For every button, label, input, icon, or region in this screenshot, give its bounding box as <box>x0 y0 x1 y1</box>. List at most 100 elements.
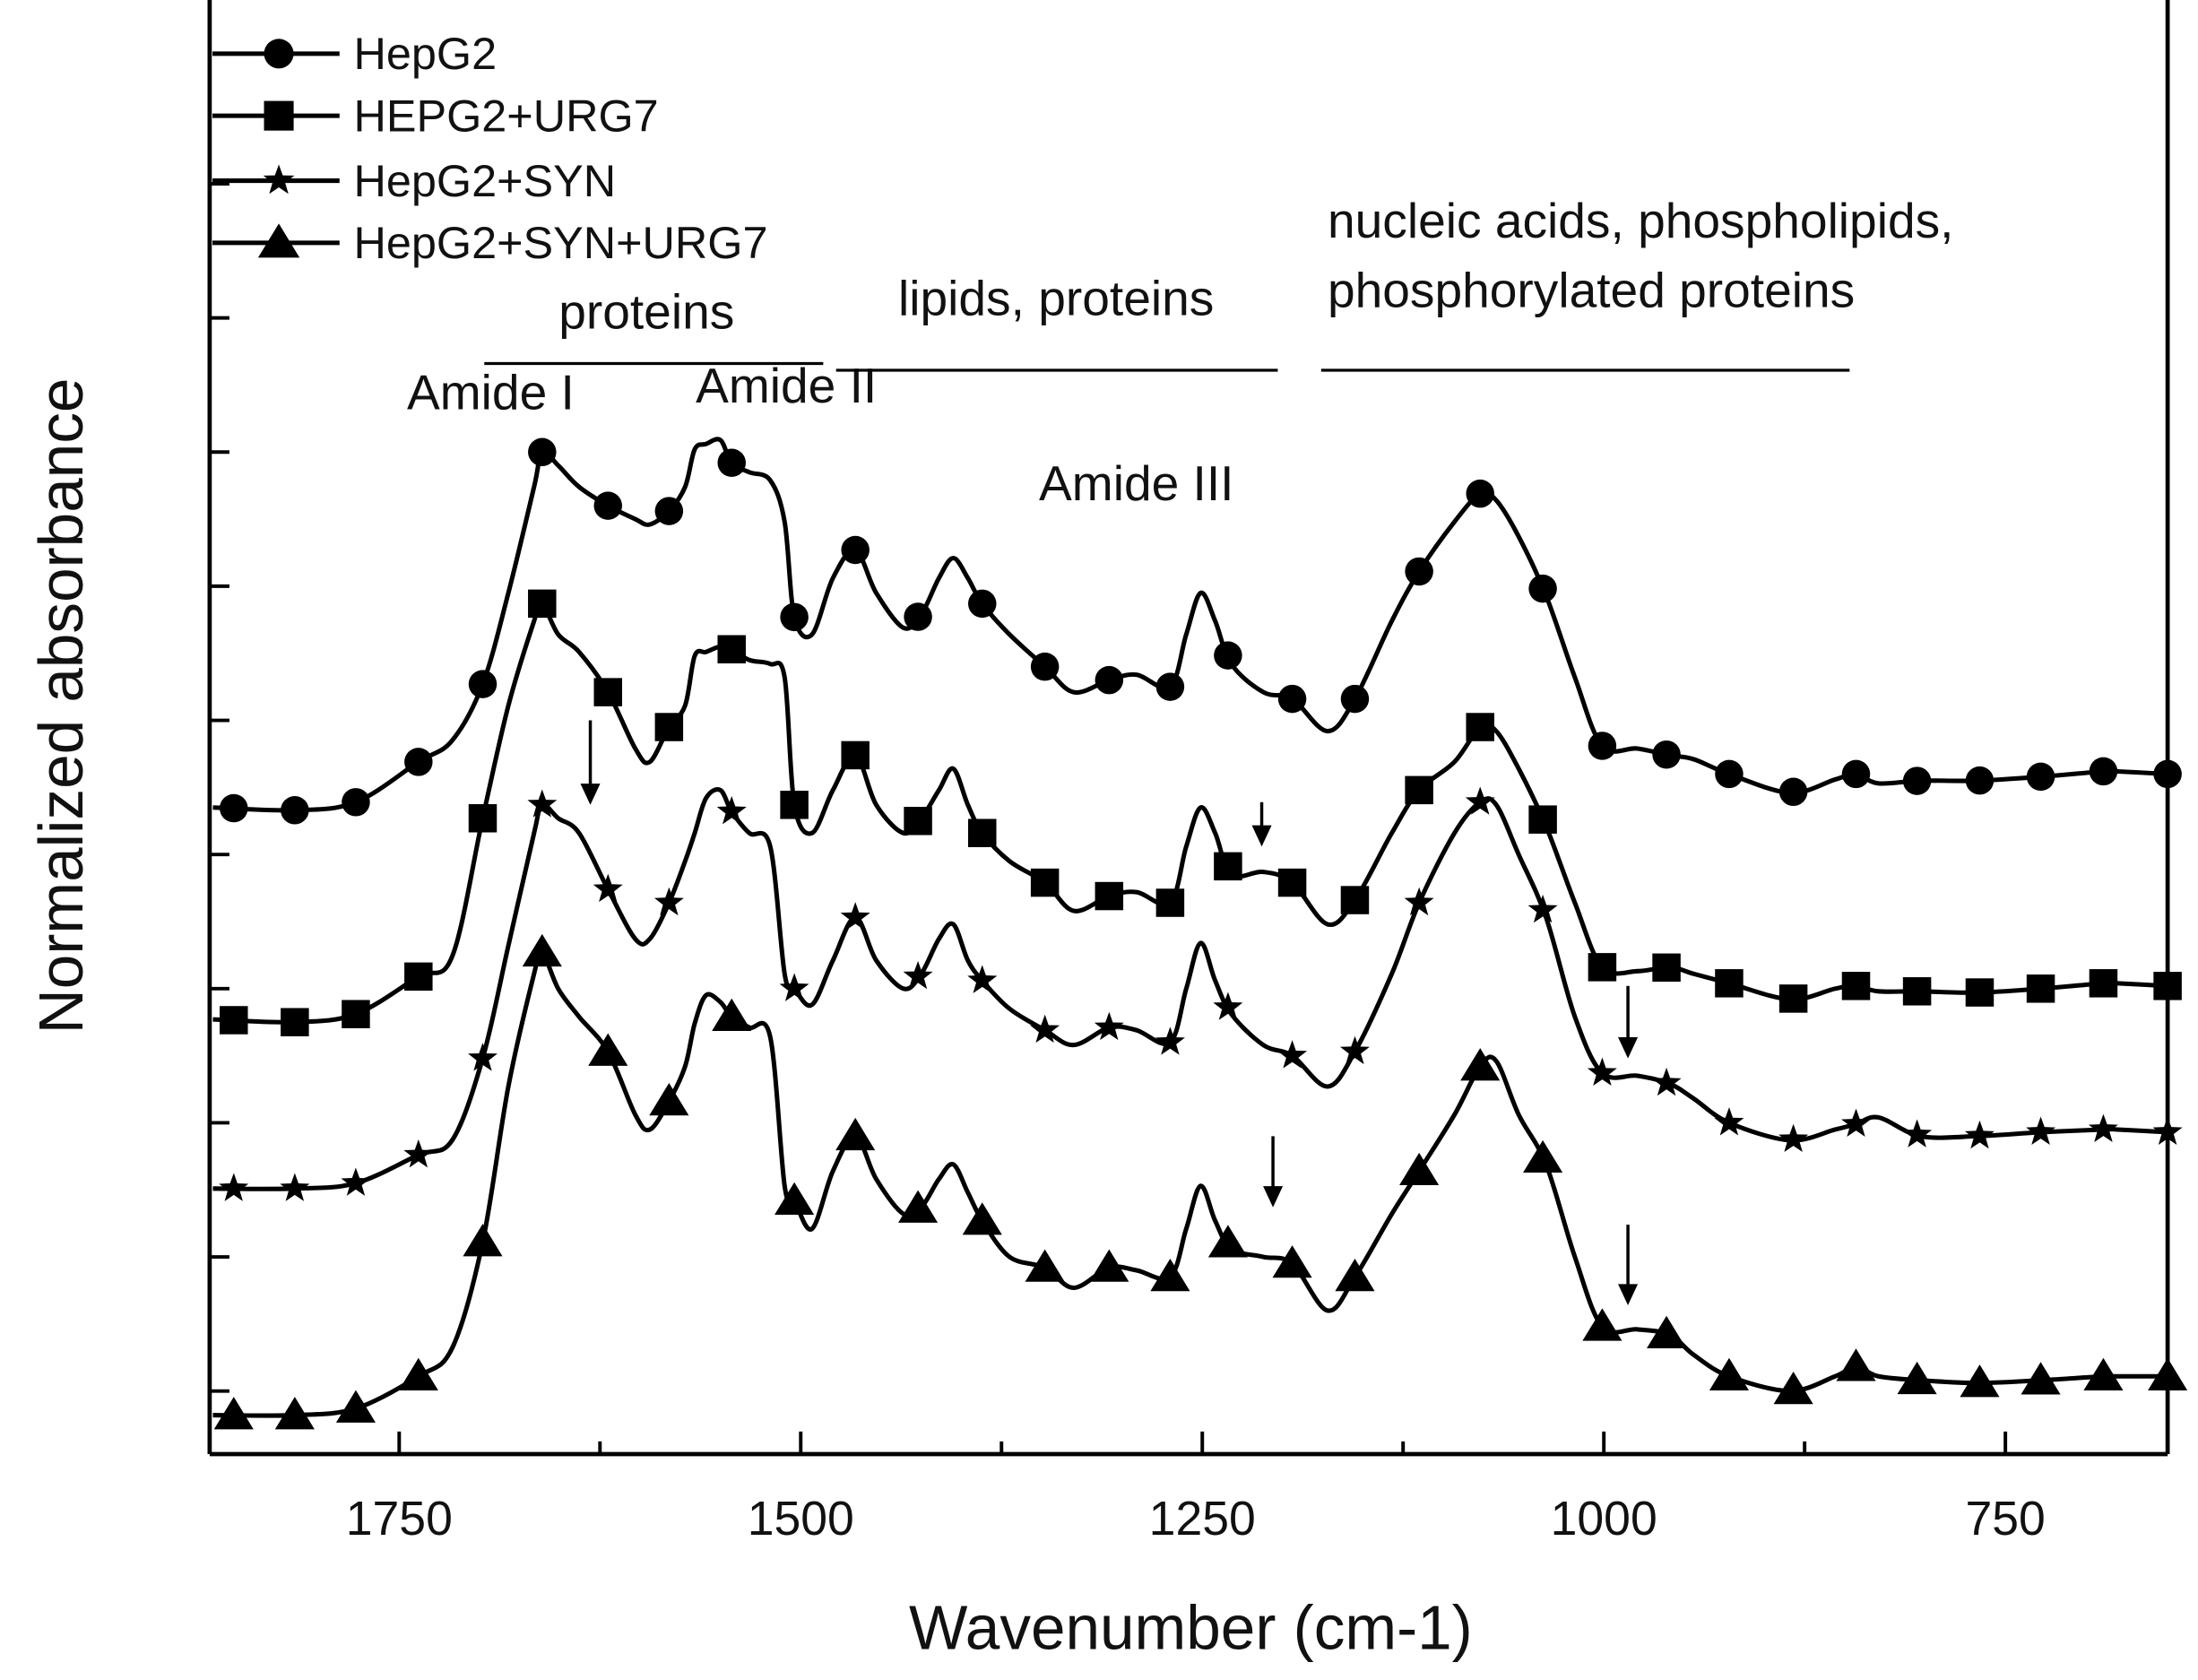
star-marker <box>1778 1123 1809 1153</box>
triangle-marker <box>1207 1225 1248 1258</box>
star-marker <box>341 1167 371 1196</box>
star-marker <box>527 789 558 818</box>
circle-marker <box>1902 766 1932 795</box>
triangle-marker <box>1647 1315 1687 1349</box>
arrow-down-icon <box>1618 1225 1639 1305</box>
square-marker <box>1030 868 1060 897</box>
triangle-marker <box>398 1357 438 1390</box>
triangle-marker <box>2083 1357 2124 1390</box>
star-marker <box>2026 1116 2056 1145</box>
square-marker <box>220 1006 248 1035</box>
circle-marker <box>1588 732 1617 760</box>
star-marker <box>1841 1108 1871 1138</box>
square-marker <box>1095 881 1124 911</box>
square-marker <box>780 791 809 819</box>
star-marker <box>1155 1026 1185 1055</box>
triangle-marker <box>1150 1259 1190 1292</box>
star-marker <box>716 796 747 825</box>
star-marker <box>468 1043 498 1071</box>
triangle-marker <box>962 1202 1002 1235</box>
square-marker <box>593 678 623 706</box>
series-hepg2-syn <box>212 786 2183 1201</box>
square-marker <box>1155 888 1185 917</box>
star-marker <box>653 887 684 916</box>
series-hepg2-urg7 <box>212 589 2182 1036</box>
triangle-marker <box>463 1224 503 1257</box>
triangle-marker <box>335 1390 376 1423</box>
circle-marker <box>717 448 746 477</box>
star-marker <box>593 873 623 903</box>
square-marker <box>2026 974 2055 1003</box>
square-marker <box>1340 886 1370 914</box>
square-marker <box>1841 972 1871 1000</box>
legend-item: HEPG2+URG7 <box>212 90 659 141</box>
triangle-marker <box>898 1190 939 1223</box>
x-tick-label: 750 <box>1965 1493 2045 1546</box>
triangle-marker <box>1460 1048 1501 1081</box>
star-marker <box>219 1173 249 1201</box>
star-marker <box>1902 1119 1933 1147</box>
square-marker-icon <box>264 100 294 131</box>
circle-marker <box>404 748 433 776</box>
arrow-head <box>1251 825 1272 847</box>
circle-marker <box>968 589 997 619</box>
triangle-marker <box>2021 1362 2061 1395</box>
circle-marker <box>1405 557 1433 586</box>
triangle-marker <box>1089 1249 1129 1282</box>
square-marker <box>968 818 997 847</box>
triangle-marker <box>774 1182 815 1215</box>
square-marker <box>281 1008 309 1036</box>
triangle-marker <box>835 1117 876 1151</box>
annotation-label: Amide III <box>1039 455 1233 511</box>
x-tick-label: 1750 <box>346 1493 453 1546</box>
legend-label: HepG2 <box>354 28 498 79</box>
circle-marker <box>1778 777 1808 807</box>
triangle-marker <box>1709 1357 1749 1390</box>
square-marker <box>717 635 746 663</box>
series-line <box>212 948 2168 1418</box>
square-marker <box>1466 713 1494 741</box>
triangle-marker <box>1960 1364 2000 1398</box>
star-marker <box>280 1173 310 1201</box>
annotation-label: Amide I <box>407 364 575 420</box>
arrow-down-icon <box>1251 801 1272 847</box>
square-marker <box>1965 978 1995 1007</box>
circle-marker <box>1030 652 1060 681</box>
square-marker <box>1778 984 1808 1013</box>
circle-marker <box>342 788 370 817</box>
star-marker <box>967 965 998 993</box>
x-tick-label: 1500 <box>748 1493 854 1546</box>
circle-marker <box>1965 766 1995 795</box>
plot-area: proteins lipids, proteins nucleic acids, p… <box>212 193 2188 1430</box>
square-marker <box>1528 805 1557 834</box>
y-axis-title: Normalized absorbance <box>26 378 96 1035</box>
circle-marker <box>1841 759 1871 789</box>
circle-marker <box>654 497 684 525</box>
annotation-label: proteins <box>558 284 734 340</box>
star-marker <box>1339 1035 1370 1065</box>
star-marker <box>779 973 809 1001</box>
annotation-label: nucleic acids, phospholipids, <box>1328 193 1953 248</box>
square-marker <box>1652 953 1681 983</box>
star-marker <box>1587 1057 1617 1087</box>
square-marker <box>1715 969 1744 998</box>
star-marker <box>1465 786 1495 815</box>
legend-item: HepG2+SYN <box>212 155 616 206</box>
x-tick-label: 1000 <box>1551 1493 1657 1546</box>
x-axis-title: Wavenumber (cm-1) <box>909 1592 1473 1662</box>
circle-marker <box>220 793 248 823</box>
x-tick-label: 1250 <box>1149 1493 1256 1546</box>
square-marker <box>1214 852 1242 881</box>
triangle-marker <box>1335 1259 1375 1292</box>
triangle-marker <box>1897 1361 1937 1395</box>
circle-marker <box>1466 479 1494 508</box>
legend-label: HepG2+SYN+URG7 <box>354 217 768 268</box>
triangle-marker <box>1836 1348 1876 1381</box>
star-marker <box>1527 894 1558 923</box>
square-marker <box>528 589 557 619</box>
legend-label: HepG2+SYN <box>354 155 617 206</box>
star-marker <box>1651 1067 1682 1096</box>
triangle-marker <box>213 1397 254 1430</box>
triangle-marker <box>1399 1152 1440 1186</box>
